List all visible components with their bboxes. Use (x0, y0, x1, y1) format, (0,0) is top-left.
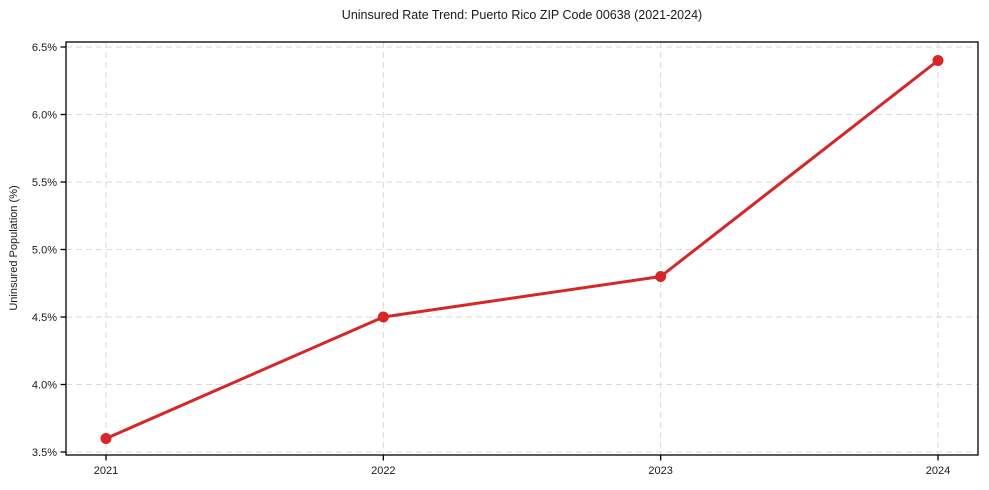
y-tick-label: 5.5% (32, 177, 57, 189)
y-tick-label: 4.0% (32, 380, 57, 392)
x-tick-label: 2024 (926, 465, 950, 477)
data-point-2022 (377, 311, 389, 323)
chart-title: Uninsured Rate Trend: Puerto Rico ZIP Co… (341, 8, 703, 22)
data-point-2021 (100, 433, 112, 444)
data-point-2023 (655, 271, 667, 282)
plot-area (66, 42, 978, 455)
y-tick-label: 6.5% (32, 42, 57, 54)
y-tick-label: 3.5% (32, 447, 57, 459)
x-tick-label: 2023 (648, 465, 672, 477)
x-tick-label: 2022 (371, 465, 395, 477)
y-tick-label: 5.0% (32, 245, 57, 257)
axes-spines (65, 41, 979, 456)
y-tick-label: 4.5% (32, 312, 57, 324)
trend-line (104, 59, 940, 440)
y-tick-label: 6.0% (32, 110, 57, 122)
data-point-2024 (932, 55, 944, 66)
x-tick-label: 2021 (94, 465, 118, 477)
